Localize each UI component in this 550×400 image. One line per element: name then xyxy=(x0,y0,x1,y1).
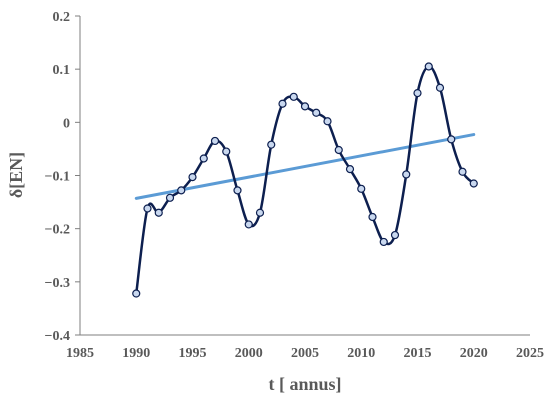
data-point xyxy=(379,237,388,247)
data-point xyxy=(357,184,366,193)
x-tick-label: 1985 xyxy=(66,346,94,361)
data-point xyxy=(289,92,298,101)
y-axis-title: δ[EN] xyxy=(6,152,26,198)
data-point xyxy=(345,165,355,174)
data-point xyxy=(312,108,321,117)
data-point xyxy=(255,208,265,217)
data-point xyxy=(267,140,276,149)
y-tick-label: −0.1 xyxy=(45,170,70,185)
data-point xyxy=(469,179,478,188)
x-tick-label: 1995 xyxy=(179,346,207,361)
y-tick-label: 0 xyxy=(63,116,70,131)
data-point xyxy=(233,186,242,195)
data-point xyxy=(177,186,186,195)
y-tick-label: −0.3 xyxy=(45,276,70,291)
data-point xyxy=(447,135,456,144)
data-point xyxy=(413,88,422,98)
x-tick-label: 2020 xyxy=(460,346,488,361)
data-point xyxy=(458,167,467,176)
data-point xyxy=(323,117,332,126)
x-tick-label: 2015 xyxy=(404,346,432,361)
data-point xyxy=(278,99,287,108)
y-tick-label: −0.4 xyxy=(45,329,70,344)
data-point xyxy=(435,83,445,92)
data-point xyxy=(199,154,208,163)
data-point xyxy=(244,220,253,229)
y-tick-labels: 0.2 0.1 0 −0.1 −0.2 −0.3 −0.4 xyxy=(45,10,70,344)
data-point xyxy=(368,212,377,222)
data-point xyxy=(165,193,175,202)
x-tick-label: 2000 xyxy=(235,346,263,361)
data-series-line xyxy=(135,65,475,294)
axes xyxy=(75,15,530,336)
data-point xyxy=(188,172,197,182)
series-layer xyxy=(132,62,478,298)
data-point xyxy=(143,204,152,213)
data-point xyxy=(424,62,433,71)
data-point xyxy=(222,147,231,156)
data-point xyxy=(300,102,310,111)
x-tick-label: 2005 xyxy=(291,346,319,361)
data-point xyxy=(390,230,400,240)
data-point xyxy=(210,136,220,146)
y-tick-label: −0.2 xyxy=(45,223,70,238)
x-tick-label: 1990 xyxy=(122,346,150,361)
data-point xyxy=(402,170,411,179)
y-tick-label: 0.2 xyxy=(53,10,71,25)
x-axis-title: t [ annus] xyxy=(268,374,341,394)
data-point xyxy=(334,145,343,155)
data-point xyxy=(132,289,141,298)
x-tick-label: 2010 xyxy=(347,346,375,361)
y-tick-label: 0.1 xyxy=(53,63,71,78)
x-tick-labels: 1985 1990 1995 2000 2005 2010 2015 2020 2025 xyxy=(66,346,544,361)
data-point xyxy=(154,208,163,217)
x-tick-label: 2025 xyxy=(516,346,544,361)
trendline xyxy=(134,133,476,200)
